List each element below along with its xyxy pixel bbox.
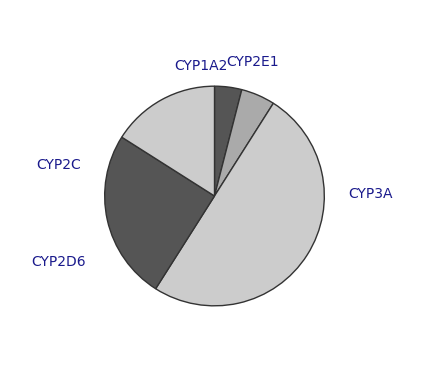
Text: CYP2E1: CYP2E1 [227,55,279,69]
Wedge shape [156,103,324,306]
Wedge shape [214,90,273,196]
Wedge shape [122,86,214,196]
Text: CYP3A: CYP3A [348,187,393,201]
Text: CYP1A2: CYP1A2 [175,60,228,73]
Text: CYP2D6: CYP2D6 [31,255,86,269]
Wedge shape [214,86,242,196]
Wedge shape [105,137,214,289]
Text: CYP2C: CYP2C [36,158,81,172]
